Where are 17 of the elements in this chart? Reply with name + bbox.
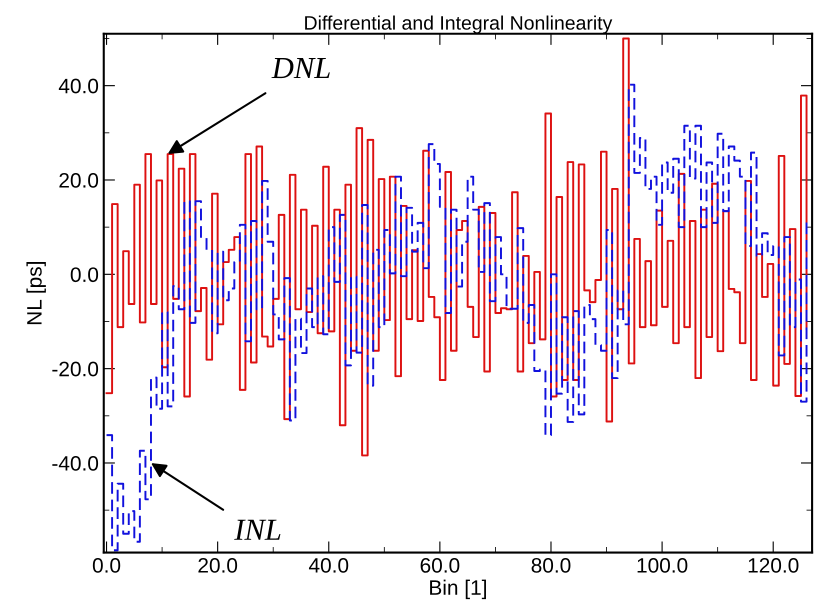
chart-title: Differential and Integral Nonlinearity <box>305 16 612 34</box>
y-tick-label: -40.0 <box>52 456 98 471</box>
x-tick-label: 120.0 <box>748 558 798 573</box>
annotation: INL <box>234 520 280 540</box>
x-tick-label: 100.0 <box>638 558 688 573</box>
x-axis-title: Bin [1] <box>430 580 486 600</box>
y-axis-title: NL [ps] <box>26 262 46 324</box>
y-tick-label: 0.0 <box>70 267 98 282</box>
x-tick-label: 60.0 <box>420 558 460 573</box>
x-tick-label: 80.0 <box>532 558 570 573</box>
annotation: DNL <box>271 58 330 78</box>
y-tick-label: 20.0 <box>59 172 98 188</box>
x-tick-label: 20.0 <box>198 558 238 573</box>
x-tick-label: 0.0 <box>92 558 120 573</box>
y-tick-label: 40.0 <box>58 78 98 94</box>
y-tick-label: -20.0 <box>52 362 98 376</box>
x-tick-label: 40.0 <box>308 558 348 573</box>
